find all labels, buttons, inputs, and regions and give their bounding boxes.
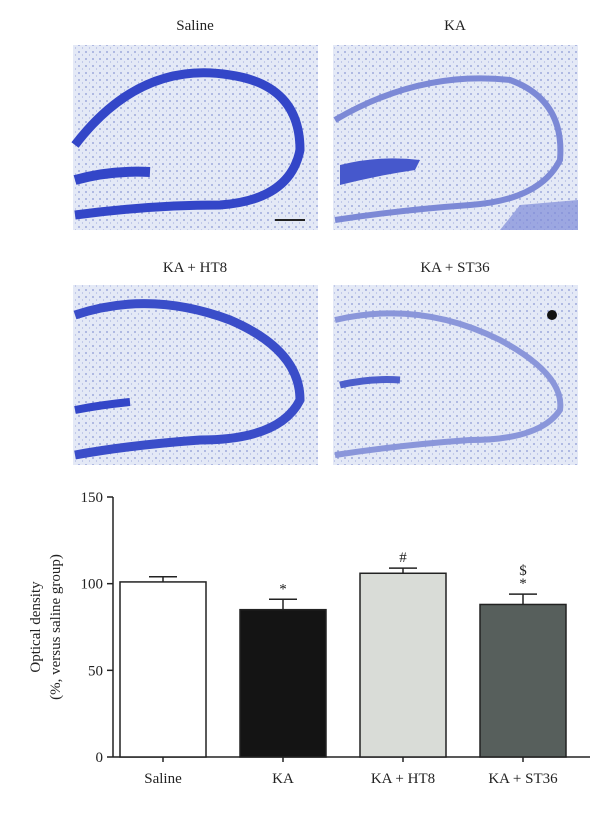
- micrograph: [333, 285, 578, 465]
- y-tick-label: 150: [81, 490, 104, 506]
- panel-label: Saline: [176, 18, 214, 34]
- y-tick-label: 100: [81, 577, 104, 593]
- micrograph: [73, 285, 318, 465]
- x-tick-label: KA: [272, 771, 294, 787]
- bar: [479, 603, 567, 758]
- bar: [119, 581, 207, 758]
- bar: [239, 608, 327, 758]
- bar: [359, 572, 447, 758]
- x-tick-label: KA + ST36: [488, 771, 558, 787]
- y-tick-label: 0: [96, 750, 104, 766]
- significance-mark: *: [279, 581, 287, 597]
- micrograph: [71, 45, 318, 230]
- panel-label: KA + ST36: [420, 260, 490, 276]
- y-axis-label: (%, versus saline group): [48, 554, 64, 700]
- significance-mark: *: [519, 576, 527, 592]
- micrographs: [71, 45, 578, 465]
- significance-mark: #: [399, 550, 407, 566]
- bar-chart: 0 50 100 150 Optical density (%, versus salin…: [28, 490, 590, 787]
- y-tick-label: 50: [88, 663, 103, 679]
- panel-label: KA + HT8: [163, 260, 227, 276]
- y-axis-label: Optical density: [28, 581, 44, 673]
- significance-mark: $: [519, 563, 527, 579]
- x-tick-label: Saline: [144, 771, 182, 787]
- panel-label: KA: [444, 18, 466, 34]
- x-tick-label: KA + HT8: [371, 771, 435, 787]
- micrograph: [333, 45, 578, 230]
